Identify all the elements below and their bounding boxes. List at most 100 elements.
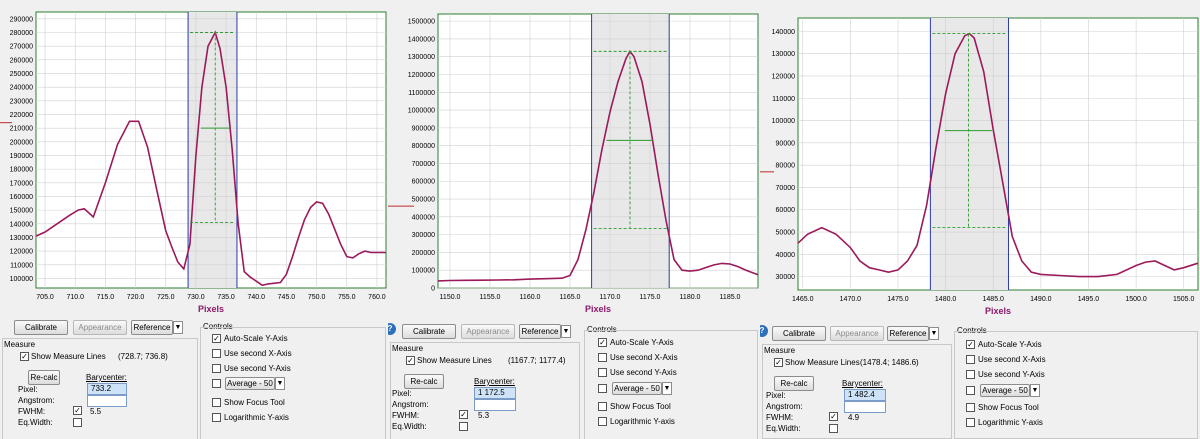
x-tick-label: 1495.0 — [1078, 296, 1100, 303]
reference-dropdown-arrow[interactable]: ▼ — [173, 321, 183, 334]
y-tick-label: 900000 — [412, 125, 435, 132]
angstrom-value-field[interactable] — [87, 395, 127, 407]
eqwidth-checkbox[interactable] — [73, 418, 82, 427]
pixel-value-field[interactable]: 733.2 — [87, 383, 127, 395]
average-select[interactable]: Average - 50 — [225, 377, 275, 390]
second-x-checkbox[interactable] — [212, 349, 221, 358]
measure-group — [390, 342, 580, 439]
y-tick-label: 230000 — [10, 98, 33, 105]
barycenter-label: Barycenter: — [842, 379, 883, 388]
x-tick-label: 1485.0 — [983, 296, 1005, 303]
reference-button[interactable]: Reference — [519, 324, 561, 339]
help-icon[interactable]: ? — [388, 323, 396, 335]
auto-scale-checkbox[interactable]: ✓ — [212, 334, 221, 343]
x-tick-label: 720.0 — [127, 294, 145, 301]
show-measure-lines-checkbox[interactable]: ✓ — [20, 352, 29, 361]
spectrum-line — [797, 32, 1199, 278]
average-dropdown-arrow[interactable]: ▼ — [1030, 384, 1040, 397]
measure-title: Measure — [764, 346, 796, 355]
y-tick-label: 600000 — [412, 179, 435, 186]
appearance-button: Appearance — [461, 324, 515, 339]
focus-tool-checkbox[interactable] — [598, 402, 607, 411]
y-tick-label: 270000 — [10, 44, 33, 51]
eqwidth-label: Eq.Width: — [392, 422, 427, 431]
calibrate-button[interactable]: Calibrate — [772, 326, 826, 341]
average-dropdown-arrow[interactable]: ▼ — [662, 382, 672, 395]
y-tick-label: 190000 — [10, 153, 33, 160]
fwhm-checkbox[interactable]: ✓ — [829, 412, 838, 421]
y-tick-label: 260000 — [10, 57, 33, 64]
y-tick-label: 70000 — [776, 185, 796, 192]
calibrate-button[interactable]: Calibrate — [402, 324, 456, 339]
y-tick-label: 240000 — [10, 85, 33, 92]
fwhm-label: FWHM: — [18, 407, 46, 416]
x-tick-label: 1175.0 — [640, 294, 661, 301]
x-tick-label: 1155.0 — [480, 294, 501, 301]
x-axis-label: Pixels — [198, 304, 224, 314]
y-tick-label: 200000 — [10, 139, 33, 146]
fwhm-label: FWHM: — [392, 411, 420, 420]
auto-scale-checkbox[interactable]: ✓ — [598, 338, 607, 347]
second-x-checkbox[interactable] — [966, 355, 975, 364]
focus-tool-checkbox[interactable] — [212, 398, 221, 407]
eqwidth-checkbox[interactable] — [459, 422, 468, 431]
spectrum-chart-3[interactable]: 30000 40000 50000 60000 70000 80000 90000 10000… — [760, 0, 1200, 322]
angstrom-value-field[interactable] — [474, 399, 516, 411]
calibrate-button[interactable]: Calibrate — [14, 320, 68, 335]
reference-dropdown-arrow[interactable]: ▼ — [929, 327, 939, 340]
average-select[interactable]: Average - 50 — [980, 384, 1030, 397]
y-tick-label: 400000 — [412, 214, 435, 221]
x-axis-label: Pixels — [585, 304, 611, 314]
y-tick-label: 100000 — [772, 118, 795, 125]
pixel-label: Pixel: — [766, 391, 786, 400]
pixel-value-field[interactable]: 1 172.5 — [474, 387, 516, 399]
log-y-checkbox[interactable] — [212, 413, 221, 422]
y-tick-label: 80000 — [776, 163, 796, 170]
spectrum-panel-3: 30000 40000 50000 60000 70000 80000 90000 10000… — [760, 0, 1200, 439]
y-tick-label: 1200000 — [408, 72, 435, 79]
average-checkbox[interactable] — [966, 386, 975, 395]
fwhm-checkbox[interactable]: ✓ — [459, 410, 468, 419]
average-select[interactable]: Average - 50 — [612, 382, 662, 395]
y-tick-label: 100000 — [412, 268, 435, 275]
average-checkbox[interactable] — [212, 379, 221, 388]
show-measure-lines-checkbox[interactable]: ✓ — [774, 358, 783, 367]
recalc-button[interactable]: Re-calc — [404, 374, 444, 389]
second-y-checkbox[interactable] — [966, 370, 975, 379]
spectrum-chart-1[interactable]: 100000 110000 120000 130000 140000 150000 1600… — [0, 0, 388, 318]
second-y-checkbox[interactable] — [212, 364, 221, 373]
barycenter-label: Barycenter: — [474, 377, 515, 386]
x-tick-label: 1505.0 — [1173, 296, 1195, 303]
average-dropdown-arrow[interactable]: ▼ — [275, 377, 285, 390]
fwhm-checkbox[interactable]: ✓ — [73, 406, 82, 415]
recalc-button[interactable]: Re-calc — [774, 376, 814, 391]
average-checkbox[interactable] — [598, 384, 607, 393]
angstrom-value-field[interactable] — [844, 401, 886, 413]
angstrom-label: Angstrom: — [392, 400, 429, 409]
pixel-value-field[interactable]: 1 482.4 — [844, 389, 886, 401]
y-tick-label: 500000 — [412, 197, 435, 204]
x-tick-label: 710.0 — [66, 294, 84, 301]
y-tick-label: 140000 — [772, 29, 795, 36]
recalc-button[interactable]: Re-calc — [28, 370, 60, 385]
x-tick-label: 1165.0 — [560, 294, 581, 301]
auto-scale-checkbox[interactable]: ✓ — [966, 340, 975, 349]
spectrum-panel-1: 100000 110000 120000 130000 140000 150000 1600… — [0, 0, 388, 439]
second-y-checkbox[interactable] — [598, 368, 607, 377]
y-tick-label: 1100000 — [408, 90, 435, 97]
reference-button[interactable]: Reference — [131, 320, 173, 335]
reference-dropdown-arrow[interactable]: ▼ — [561, 325, 571, 338]
log-y-checkbox[interactable] — [966, 418, 975, 427]
help-icon[interactable]: ? — [760, 325, 768, 337]
fwhm-label: FWHM: — [766, 413, 794, 422]
focus-tool-checkbox[interactable] — [966, 403, 975, 412]
second-x-checkbox[interactable] — [598, 353, 607, 362]
y-tick-label: 1000000 — [408, 108, 435, 115]
spectrum-chart-2[interactable]: 0 100000 200000 300000 400000 500000 600000 700… — [388, 0, 760, 320]
show-measure-lines-checkbox[interactable]: ✓ — [406, 356, 415, 365]
second-y-label: Use second Y-Axis — [978, 370, 1045, 379]
reference-button[interactable]: Reference — [887, 326, 929, 341]
eqwidth-checkbox[interactable] — [829, 424, 838, 433]
log-y-checkbox[interactable] — [598, 417, 607, 426]
control-area-1: Calibrate Appearance Reference ▼ Measure… — [0, 318, 388, 439]
